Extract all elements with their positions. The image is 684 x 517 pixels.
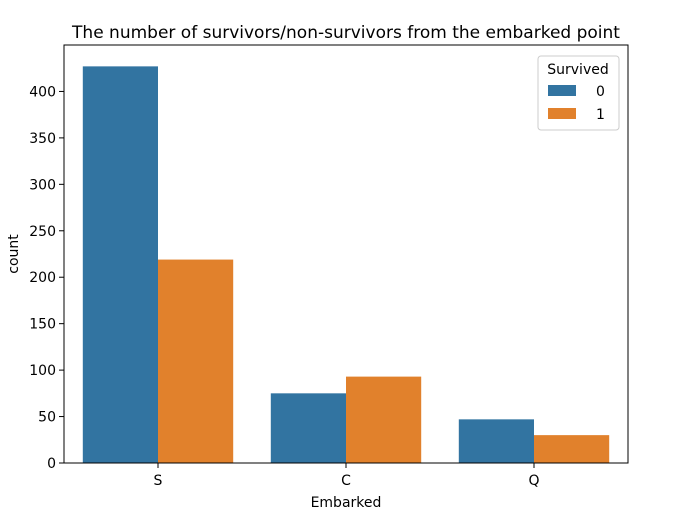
bar-Q-survived-1 [534, 435, 610, 463]
y-tick-label: 0 [47, 456, 56, 472]
x-tick-label: C [341, 473, 351, 489]
bar-C-survived-0 [270, 393, 346, 463]
y-tick-label: 100 [29, 363, 56, 379]
y-tick-label: 150 [29, 317, 56, 333]
y-tick-label: 50 [38, 410, 56, 426]
y-axis: 0 50 100 150 200 250 300 350 400 [29, 84, 64, 472]
bar-C-survived-1 [346, 376, 422, 463]
x-tick-label: S [154, 473, 163, 489]
y-tick-label: 300 [29, 177, 56, 193]
legend-swatch-0 [548, 85, 576, 96]
y-tick-label: 200 [29, 270, 56, 286]
y-tick-label: 400 [29, 84, 56, 100]
bar-Q-survived-0 [458, 419, 534, 463]
legend-title: Survived [547, 62, 608, 78]
legend-label-1: 1 [596, 107, 605, 123]
bar-S-survived-0 [82, 66, 158, 463]
y-axis-label: count [6, 234, 22, 274]
y-tick-label: 350 [29, 131, 56, 147]
legend: Survived 0 1 [537, 55, 620, 131]
x-axis-label: Embarked [311, 495, 382, 511]
plot-frame [63, 44, 629, 464]
bar-S-survived-1 [158, 259, 234, 463]
x-tick-label: Q [528, 473, 539, 489]
y-tick-label: 250 [29, 224, 56, 240]
legend-label-0: 0 [596, 84, 605, 100]
legend-swatch-1 [548, 108, 576, 119]
chart-title: The number of survivors/non-survivors fr… [71, 23, 620, 43]
bars-group [82, 66, 610, 463]
